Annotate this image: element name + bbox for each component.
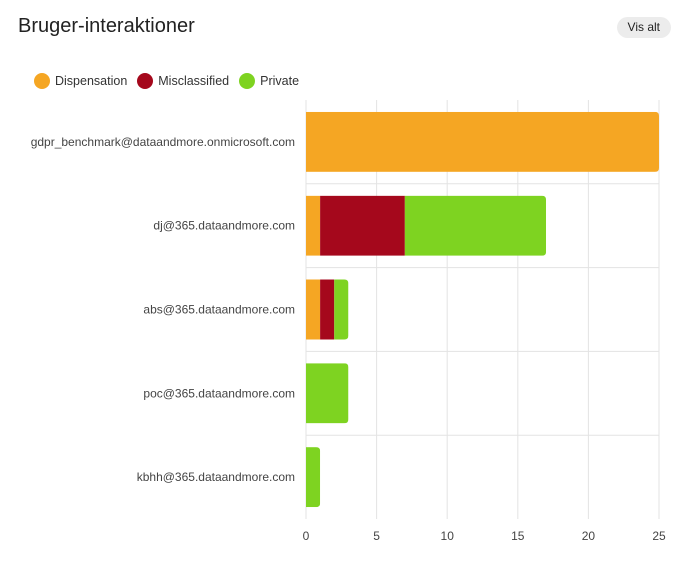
legend-swatch-misclassified: [137, 73, 154, 89]
category-label: poc@365.dataandmore.com: [143, 386, 295, 400]
legend-label-misclassified: Misclassified: [158, 74, 230, 88]
page-title: Bruger-interaktioner: [18, 15, 195, 37]
bar-segment-private[interactable]: [306, 363, 349, 424]
bar-segment-dispensation[interactable]: [306, 111, 659, 172]
category-label: dj@365.dataandmore.com: [153, 219, 295, 233]
chart-legend: Dispensation Misclassified Private: [34, 73, 303, 89]
legend-label-dispensation: Dispensation: [55, 74, 128, 88]
labels-layer: 0 5 10 15 20 25 gdpr_benchmark@dataandmore.onm…: [31, 135, 666, 543]
bars-layer: [306, 111, 659, 508]
category-label: abs@365.dataandmore.com: [143, 303, 295, 317]
legend-item-dispensation[interactable]: Dispensation: [34, 73, 127, 89]
bar-segment-private[interactable]: [334, 279, 349, 340]
bar-segment-private[interactable]: [306, 447, 321, 508]
legend-swatch-private: [239, 73, 256, 89]
x-tick-label: 15: [511, 529, 525, 543]
bar-segment-misclassified[interactable]: [320, 195, 405, 256]
legend-swatch-dispensation: [34, 73, 50, 89]
x-tick-label: 25: [652, 529, 666, 543]
x-tick-label: 20: [582, 529, 596, 543]
view-all-button[interactable]: Vis alt: [616, 17, 671, 38]
legend-item-private[interactable]: Private: [239, 73, 299, 89]
bar-stack[interactable]: [306, 111, 659, 172]
bar-segment-dispensation[interactable]: [306, 195, 321, 256]
bar-segment-misclassified[interactable]: [320, 279, 335, 340]
bar-segment-private[interactable]: [404, 195, 547, 256]
category-label: kbhh@365.dataandmore.com: [137, 470, 295, 484]
bar-stack[interactable]: [306, 447, 321, 508]
legend-item-misclassified[interactable]: Misclassified: [137, 73, 229, 89]
bar-stack[interactable]: [306, 279, 349, 340]
x-tick-label: 10: [441, 529, 455, 543]
bar-stack[interactable]: [306, 195, 547, 256]
category-label: gdpr_benchmark@dataandmore.onmicrosoft.c…: [31, 135, 295, 149]
bar-segment-dispensation[interactable]: [306, 279, 321, 340]
legend-label-private: Private: [260, 74, 300, 88]
x-tick-label: 0: [303, 529, 310, 543]
x-tick-label: 5: [373, 529, 380, 543]
bar-stack[interactable]: [306, 363, 349, 424]
